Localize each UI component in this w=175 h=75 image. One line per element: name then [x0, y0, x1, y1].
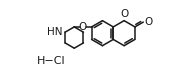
Text: HN: HN: [47, 27, 63, 37]
Text: O: O: [79, 22, 87, 32]
Text: H−Cl: H−Cl: [37, 56, 66, 66]
Text: O: O: [120, 9, 128, 19]
Text: O: O: [145, 17, 153, 27]
